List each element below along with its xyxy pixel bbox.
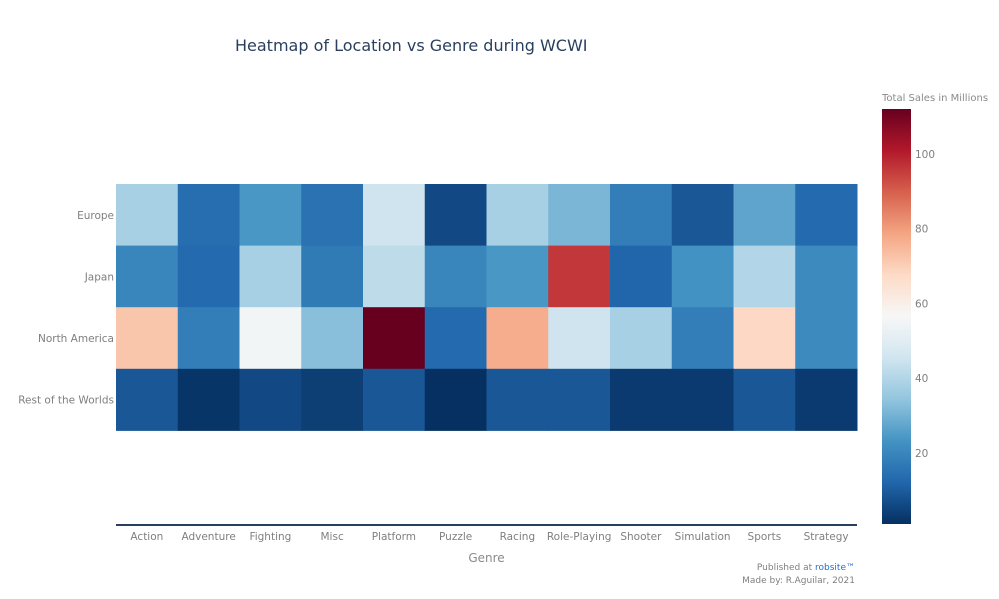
x-tick-label: Role-Playing (547, 531, 612, 543)
y-tick-label: Japan (84, 271, 114, 283)
heatmap-cell[interactable] (733, 245, 796, 308)
heatmap-cell[interactable] (301, 184, 364, 247)
heatmap-cell[interactable] (486, 245, 549, 308)
heatmap-cell[interactable] (424, 245, 487, 308)
heatmap-cell[interactable] (671, 245, 734, 308)
heatmap-cell[interactable] (610, 307, 673, 370)
x-tick-label: Shooter (620, 531, 662, 543)
heatmap-cell[interactable] (795, 307, 858, 370)
robsite-link[interactable]: robsite™ (815, 563, 855, 573)
y-tick-label: Rest of the Worlds (18, 395, 114, 407)
heatmap-cell[interactable] (424, 184, 487, 247)
heatmap-cell[interactable] (116, 307, 179, 370)
heatmap-cell[interactable] (733, 184, 796, 247)
colorbar (882, 109, 911, 524)
heatmap-cell[interactable] (548, 368, 611, 431)
x-tick-label: Simulation (675, 531, 731, 543)
colorbar-tick-label: 100 (915, 149, 935, 161)
x-tick-label: Strategy (804, 531, 849, 543)
x-tick-label: Adventure (181, 531, 235, 543)
x-tick-label: Racing (500, 531, 536, 543)
colorbar-title: Total Sales in Millions (881, 93, 988, 104)
heatmap-cell[interactable] (363, 307, 426, 370)
heatmap-cell[interactable] (548, 184, 611, 247)
heatmap-cell[interactable] (363, 184, 426, 247)
colorbar-tick-label: 40 (915, 373, 928, 385)
heatmap-cell[interactable] (239, 245, 302, 308)
x-axis-ticks: Action Adventure Fighting Misc Platform Puzzl… (130, 531, 848, 543)
chart-title: Heatmap of Location vs Genre during WCWI (235, 36, 588, 55)
colorbar-ticks: 20 40 60 80 100 (915, 149, 935, 460)
colorbar-tick-label: 20 (915, 448, 928, 460)
heatmap-cell[interactable] (733, 307, 796, 370)
heatmap-cell[interactable] (486, 368, 549, 431)
made-by-note: Made by: R.Aguilar, 2021 (742, 576, 855, 586)
heatmap-cell[interactable] (177, 184, 240, 247)
y-axis-ticks: Europe Japan North America Rest of the Worl… (18, 210, 114, 407)
heatmap-cells (116, 184, 858, 431)
heatmap-cell[interactable] (301, 307, 364, 370)
heatmap-cell[interactable] (116, 184, 179, 247)
heatmap-cell[interactable] (795, 184, 858, 247)
heatmap-cell[interactable] (177, 307, 240, 370)
x-tick-label: Misc (321, 531, 344, 543)
x-tick-label: Action (130, 531, 163, 543)
heatmap-cell[interactable] (795, 368, 858, 431)
heatmap-cell[interactable] (239, 307, 302, 370)
heatmap-cell[interactable] (733, 368, 796, 431)
colorbar-tick-label: 60 (915, 298, 928, 310)
published-note: Published at robsite™ (757, 563, 855, 573)
heatmap-cell[interactable] (610, 368, 673, 431)
heatmap-cell[interactable] (116, 245, 179, 308)
heatmap-cell[interactable] (548, 307, 611, 370)
heatmap-cell[interactable] (116, 368, 179, 431)
heatmap-cell[interactable] (424, 368, 487, 431)
heatmap-cell[interactable] (239, 368, 302, 431)
x-tick-label: Fighting (249, 531, 291, 543)
y-tick-label: Europe (77, 210, 114, 222)
heatmap-cell[interactable] (239, 184, 302, 247)
heatmap-cell[interactable] (671, 307, 734, 370)
heatmap-cell[interactable] (177, 368, 240, 431)
heatmap-cell[interactable] (795, 245, 858, 308)
heatmap-cell[interactable] (610, 184, 673, 247)
x-tick-label: Sports (748, 531, 782, 543)
x-axis-title: Genre (468, 551, 504, 565)
heatmap-cell[interactable] (671, 184, 734, 247)
published-prefix: Published at (756, 563, 816, 573)
heatmap-cell[interactable] (363, 245, 426, 308)
heatmap-cell[interactable] (486, 184, 549, 247)
heatmap-cell[interactable] (363, 368, 426, 431)
colorbar-tick-label: 80 (915, 224, 928, 236)
heatmap-cell[interactable] (301, 245, 364, 308)
y-tick-label: North America (38, 333, 114, 345)
heatmap-cell[interactable] (301, 368, 364, 431)
heatmap-cell[interactable] (610, 245, 673, 308)
heatmap-cell[interactable] (548, 245, 611, 308)
heatmap-cell[interactable] (486, 307, 549, 370)
heatmap-cell[interactable] (671, 368, 734, 431)
x-tick-label: Puzzle (439, 531, 472, 543)
heatmap-cell[interactable] (424, 307, 487, 370)
x-tick-label: Platform (372, 531, 416, 543)
heatmap-cell[interactable] (177, 245, 240, 308)
